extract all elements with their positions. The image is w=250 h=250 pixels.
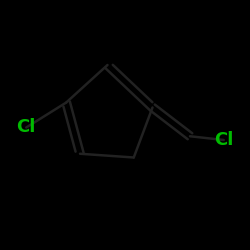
Text: Cl: Cl — [16, 118, 36, 136]
Text: Cl: Cl — [214, 131, 234, 149]
